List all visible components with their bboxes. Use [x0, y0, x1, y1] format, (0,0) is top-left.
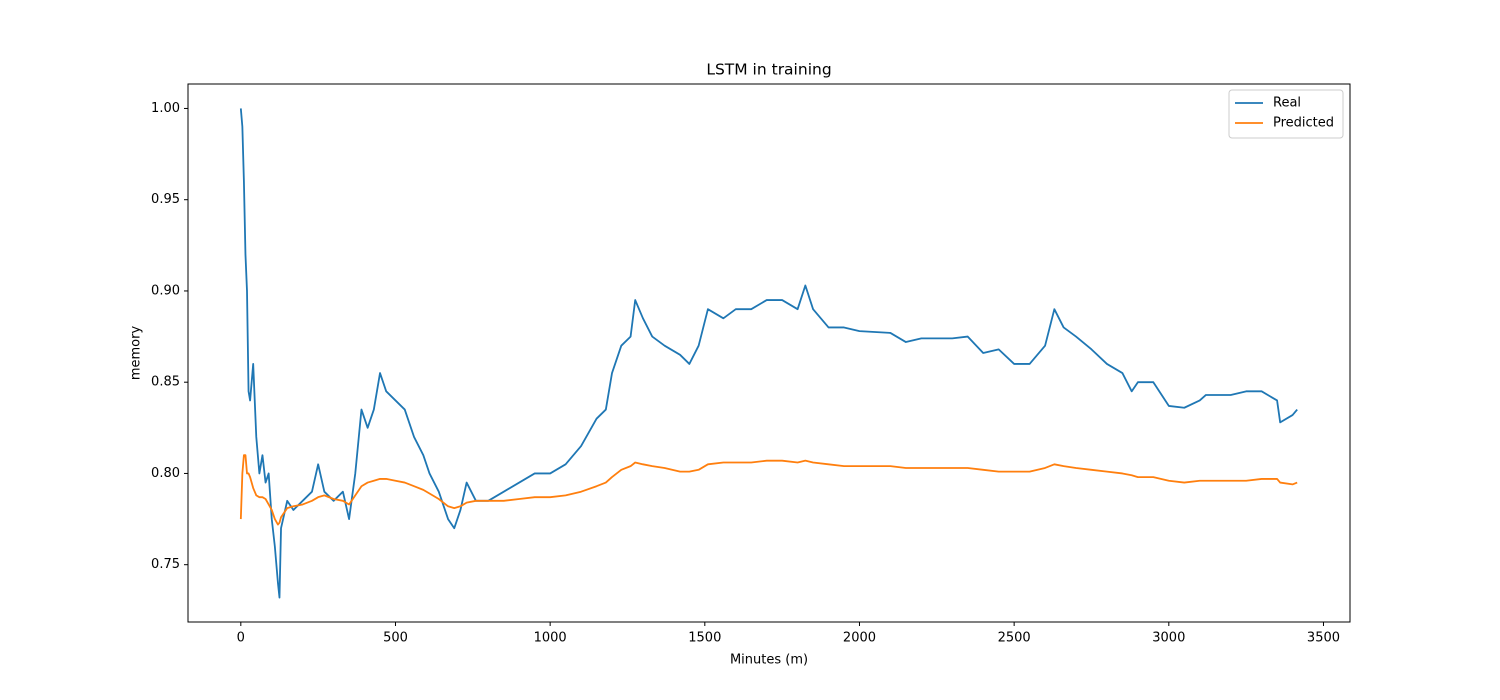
x-tick-label: 0	[237, 631, 245, 646]
y-tick-label: 0.85	[151, 375, 180, 390]
x-tick-label: 2000	[843, 631, 876, 646]
x-tick-label: 2500	[998, 631, 1031, 646]
y-tick-label: 0.90	[151, 283, 180, 298]
y-tick-label: 0.80	[151, 466, 180, 481]
legend-label: Real	[1273, 96, 1301, 111]
x-tick-label: 3500	[1307, 631, 1340, 646]
y-tick-label: 1.00	[151, 101, 180, 116]
plot-frame	[187, 83, 1351, 623]
x-tick-label: 1500	[688, 631, 721, 646]
x-axis-label: Minutes (m)	[730, 653, 808, 668]
legend: Real Predicted	[1228, 89, 1344, 139]
legend-box	[1228, 89, 1344, 139]
legend-label: Predicted	[1273, 116, 1334, 131]
series-line	[239, 454, 1298, 526]
x-tick-label: 3000	[1152, 631, 1185, 646]
y-tick-label: 0.95	[151, 192, 180, 207]
chart-title: LSTM in training	[706, 61, 831, 79]
x-tick-label: 500	[383, 631, 408, 646]
series-line	[239, 108, 1298, 599]
y-axis-label: memory	[129, 326, 144, 381]
x-tick-label: 1000	[534, 631, 567, 646]
y-tick-label: 0.75	[151, 557, 180, 572]
